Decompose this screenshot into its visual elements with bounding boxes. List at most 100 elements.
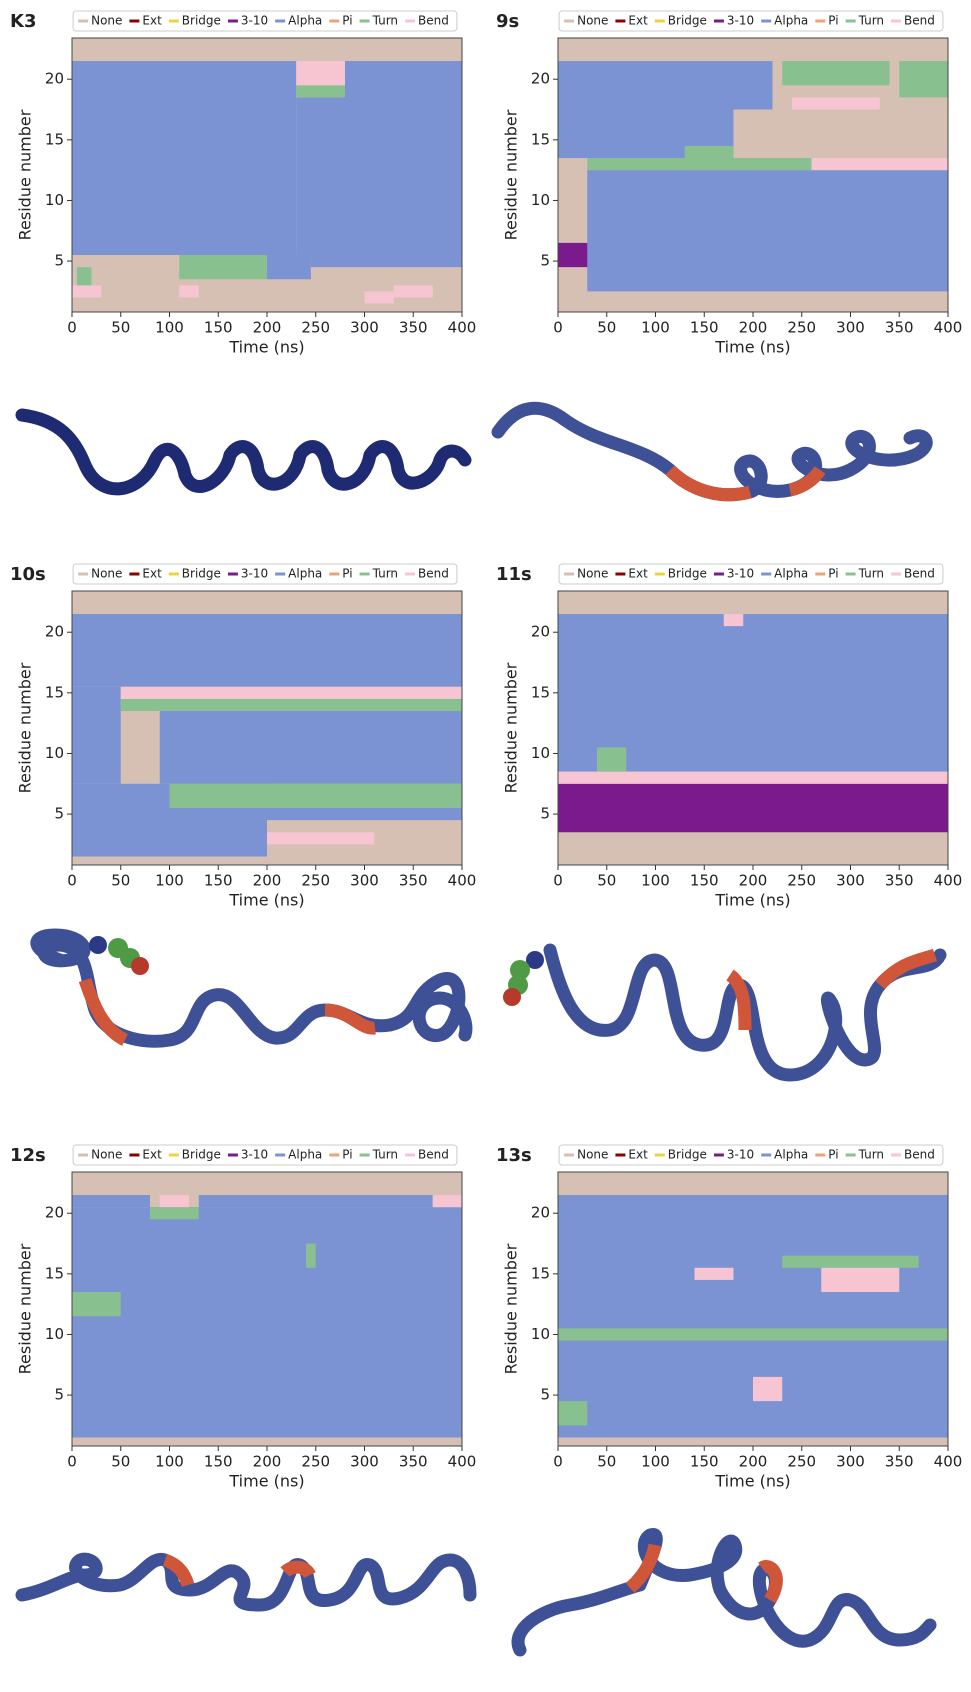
legend-label: Alpha	[774, 1148, 808, 1162]
y-axis-label: Residue number	[502, 662, 521, 793]
legend-label: Bend	[418, 14, 449, 28]
structure-block	[296, 61, 345, 86]
x-tick-label: 50	[111, 319, 130, 337]
structure-block	[782, 61, 890, 86]
legend-box	[558, 563, 944, 585]
x-tick-label: 350	[885, 872, 914, 890]
atom	[503, 988, 521, 1006]
structure-block	[159, 1195, 189, 1208]
legend-label: Bend	[418, 567, 449, 581]
structure-block	[150, 1207, 199, 1220]
x-tick-label: 50	[111, 1453, 130, 1471]
structure-9s-highlight	[665, 465, 752, 502]
y-axis-label: Residue number	[16, 109, 35, 240]
structure-9s-highlight	[788, 466, 826, 497]
legend-label: None	[577, 14, 608, 28]
y-tick-label: 20	[531, 623, 550, 641]
x-tick-label: 350	[399, 872, 428, 890]
legend-label: Turn	[858, 14, 884, 28]
x-tick-label: 100	[641, 872, 670, 890]
legend-label: Pi	[342, 567, 352, 581]
x-axis-label: Time (ns)	[228, 338, 304, 357]
y-axis-label: Residue number	[16, 662, 35, 793]
legend-box	[72, 563, 458, 585]
panel: 0 50 100 150 200 250 300 350 400 5 10 15 20 Time (ns)…	[10, 563, 476, 910]
x-tick-label: 0	[553, 319, 563, 337]
legend-label: Turn	[372, 567, 398, 581]
structure-block	[782, 1255, 919, 1268]
x-tick-label: 50	[111, 872, 130, 890]
legend-label: Alpha	[288, 567, 322, 581]
y-tick-label: 5	[540, 1386, 550, 1404]
structure-block	[821, 1267, 900, 1293]
structure-block	[72, 1195, 150, 1208]
x-tick-label: 0	[67, 1453, 77, 1471]
structure-block	[72, 1207, 462, 1438]
panel-label: 11s	[496, 564, 532, 585]
y-tick-label: 15	[45, 1264, 64, 1282]
structure-block	[558, 614, 948, 772]
x-tick-label: 150	[204, 1453, 233, 1471]
legend-label: Turn	[372, 1148, 398, 1162]
legend-box	[558, 10, 944, 32]
x-tick-label: 0	[67, 319, 77, 337]
y-tick-label: 5	[540, 252, 550, 270]
panel: 0 50 100 150 200 250 300 350 400 5 10 15 20 Time (ns)…	[496, 10, 963, 357]
structure-block	[72, 614, 462, 687]
structure-block	[558, 170, 588, 231]
x-axis-label: Time (ns)	[714, 891, 790, 910]
x-tick-label: 200	[739, 319, 768, 337]
x-tick-label: 250	[787, 1453, 816, 1471]
x-tick-label: 100	[641, 319, 670, 337]
legend-label: Bend	[904, 14, 935, 28]
x-tick-label: 0	[67, 872, 77, 890]
x-tick-label: 150	[690, 872, 719, 890]
x-tick-label: 250	[301, 319, 330, 337]
structure-block	[267, 783, 462, 809]
structure-block	[267, 832, 375, 845]
x-tick-label: 250	[301, 1453, 330, 1471]
panel: 0 50 100 150 200 250 300 350 400 5 10 15 20 Time (ns)…	[10, 10, 476, 357]
legend-label: Turn	[858, 567, 884, 581]
structure-block	[694, 1267, 734, 1280]
y-tick-label: 15	[531, 1264, 550, 1282]
structure-block	[72, 1292, 121, 1317]
structure-block	[267, 255, 311, 280]
y-tick-label: 20	[45, 70, 64, 88]
x-tick-label: 300	[836, 1453, 865, 1471]
legend: None Ext Bridge 3-10 Alpha Pi Turn Bend	[558, 1144, 944, 1166]
plot-marks	[558, 61, 948, 304]
legend-label: Pi	[342, 14, 352, 28]
structure-block	[393, 285, 433, 298]
structure-12s-highlight	[280, 1560, 316, 1579]
legend-box	[558, 1144, 944, 1166]
panel: 0 50 100 150 200 250 300 350 400 5 10 15 20 Time (ns)…	[496, 563, 963, 910]
structure-13s-highlight	[758, 1560, 783, 1604]
x-tick-label: 50	[597, 1453, 616, 1471]
structure-block	[558, 61, 734, 159]
x-tick-label: 400	[934, 872, 963, 890]
plot-marks	[558, 614, 948, 857]
y-tick-label: 10	[45, 191, 64, 209]
panel: 0 50 100 150 200 250 300 350 400 5 10 15 20 Time (ns)…	[10, 1144, 476, 1491]
structure-block	[558, 291, 948, 304]
legend-label: 3-10	[241, 567, 268, 581]
x-tick-label: 300	[350, 872, 379, 890]
y-axis-label: Residue number	[502, 109, 521, 240]
structure-block	[72, 61, 297, 256]
y-tick-label: 10	[531, 1325, 550, 1343]
x-tick-label: 100	[155, 1453, 184, 1471]
structure-block	[120, 698, 462, 712]
structure-10s	[30, 928, 473, 1048]
panel-label: 10s	[10, 564, 46, 585]
x-tick-label: 400	[934, 319, 963, 337]
structure-block	[432, 1195, 462, 1208]
structure-11s	[543, 943, 947, 1082]
panel-label: 12s	[10, 1145, 46, 1166]
legend: None Ext Bridge 3-10 Alpha Pi Turn Bend	[558, 563, 944, 585]
legend-label: Bend	[904, 567, 935, 581]
structure-11s-highlight	[725, 969, 752, 1031]
atom	[89, 936, 107, 954]
